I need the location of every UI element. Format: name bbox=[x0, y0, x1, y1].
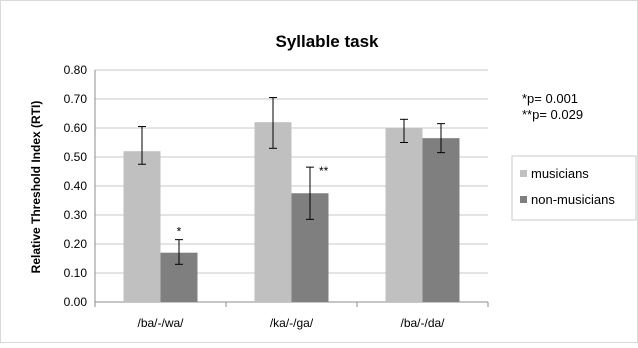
legend-label-musicians: musicians bbox=[531, 166, 589, 181]
y-tick-label: 0.00 bbox=[64, 295, 88, 309]
y-tick-label: 0.30 bbox=[64, 208, 88, 222]
bars bbox=[123, 122, 460, 302]
y-tick-label: 0.70 bbox=[64, 92, 88, 106]
chart-title: Syllable task bbox=[275, 32, 379, 51]
y-tick-label: 0.20 bbox=[64, 237, 88, 251]
significance-marker: * bbox=[177, 225, 182, 239]
p-value-note: *p= 0.001 bbox=[522, 91, 578, 106]
legend-label-non-musicians: non-musicians bbox=[531, 192, 615, 207]
y-tick-label: 0.40 bbox=[64, 179, 88, 193]
x-tick-label: /ka/-/ga/ bbox=[270, 316, 314, 330]
legend-box bbox=[511, 155, 637, 221]
significance-markers: *** bbox=[177, 164, 329, 239]
legend-swatch-non-musicians bbox=[520, 196, 527, 203]
bar-non-musicians-2 bbox=[422, 138, 460, 302]
y-tick-labels: 0.00 0.10 0.20 0.30 0.40 0.50 0.60 0.70 0.80 bbox=[64, 63, 88, 309]
y-tick-label: 0.50 bbox=[64, 150, 88, 164]
bar-musicians-1 bbox=[254, 122, 292, 302]
x-tick-label: /ba/-/wa/ bbox=[137, 316, 184, 330]
y-tick-label: 0.60 bbox=[64, 121, 88, 135]
y-tick-label: 0.10 bbox=[64, 266, 88, 280]
x-tick-labels: /ba/-/wa/ /ka/-/ga/ /ba/-/da/ bbox=[137, 316, 445, 330]
bar-musicians-2 bbox=[385, 128, 423, 302]
legend: musicians non-musicians bbox=[511, 155, 637, 221]
legend-swatch-musicians bbox=[520, 170, 527, 177]
significance-marker: ** bbox=[319, 164, 329, 178]
y-tick-label: 0.80 bbox=[64, 63, 88, 77]
error-bars bbox=[138, 97, 445, 265]
p-value-notes: *p= 0.001**p= 0.029 bbox=[522, 91, 583, 122]
y-axis-label: Relative Threshold Index (RTI) bbox=[29, 101, 43, 274]
x-tick-label: /ba/-/da/ bbox=[400, 316, 445, 330]
bar-musicians-0 bbox=[123, 151, 161, 302]
p-value-note: **p= 0.029 bbox=[522, 107, 583, 122]
